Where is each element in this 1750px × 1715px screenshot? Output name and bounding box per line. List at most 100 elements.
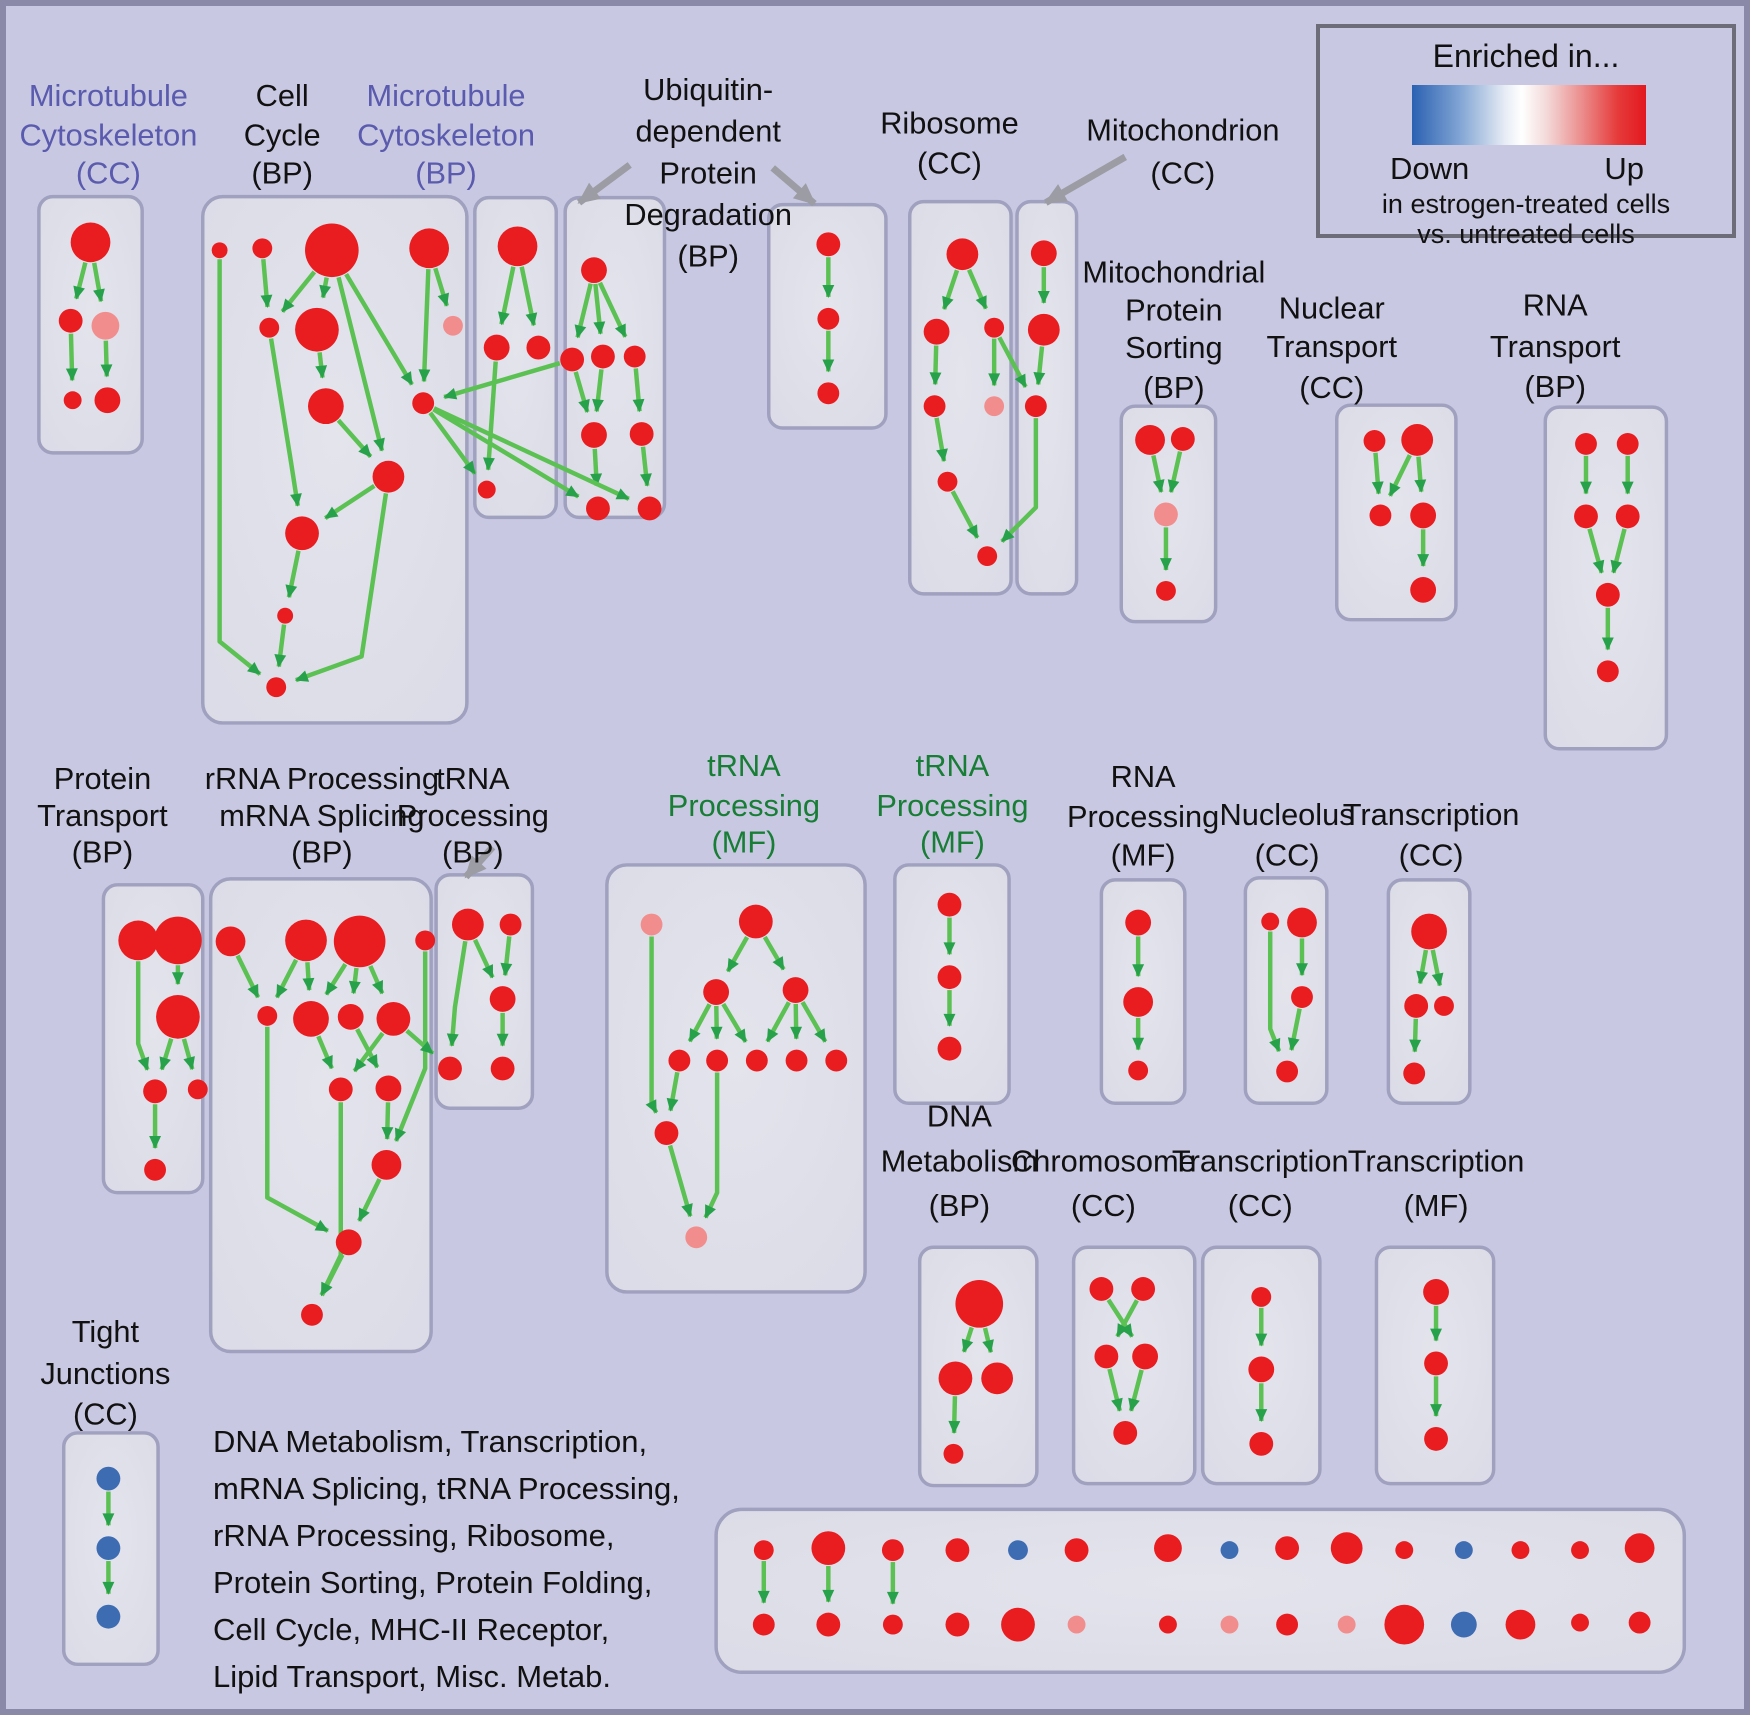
edge-arrow <box>721 1002 748 1043</box>
edge-arrow <box>1414 456 1427 493</box>
edge-arrow <box>1587 528 1605 574</box>
go-term-node <box>1505 1609 1536 1640</box>
group-label-transcription-mf: Transcription <box>1348 1143 1525 1178</box>
edge-arrow <box>294 493 389 683</box>
edge-arrow <box>762 935 786 971</box>
go-term-node <box>881 1539 904 1562</box>
go-term-node <box>1291 986 1313 1008</box>
edge-arrow <box>1267 931 1282 1053</box>
group-label-trna-processing-bp: (BP) <box>442 835 504 870</box>
edge-arrow <box>687 1003 712 1043</box>
go-term-node <box>443 315 463 336</box>
go-term-node <box>668 1049 691 1072</box>
go-term-node <box>1628 1611 1651 1634</box>
go-term-node <box>937 1036 962 1061</box>
edge-arrow <box>997 336 1028 388</box>
go-term-node <box>415 930 436 951</box>
edge-arrow <box>432 407 580 499</box>
go-term-node <box>1403 1062 1426 1085</box>
group-label-chromosome-cc: Chromosome <box>1011 1143 1196 1178</box>
edge-arrow <box>1409 1018 1422 1053</box>
go-term-node <box>1424 1426 1448 1451</box>
go-term-node <box>490 1056 515 1081</box>
group-label-protein-transport-bp: (BP) <box>72 835 134 870</box>
go-term-node <box>301 1303 323 1326</box>
go-term-node <box>1454 1541 1473 1560</box>
edge-arrow <box>966 268 988 310</box>
group-label-trna-processing-mf-1: tRNA <box>707 748 781 783</box>
group-label-transcription-cc-row3: (CC) <box>1228 1188 1293 1223</box>
go-term-node <box>825 1049 848 1072</box>
go-term-node <box>984 317 1005 338</box>
go-term-node <box>70 222 111 263</box>
group-label-dna-metabolism-bp: (BP) <box>929 1188 991 1223</box>
go-term-node <box>817 382 840 405</box>
edge-arrow <box>1167 451 1183 494</box>
go-term-node <box>489 986 516 1012</box>
go-term-node <box>277 607 294 624</box>
go-term-node <box>938 1361 973 1396</box>
edge-arrow <box>344 272 414 386</box>
group-label-transcription-cc-row2: (CC) <box>1399 838 1464 873</box>
edge-arrow <box>428 411 477 475</box>
go-term-node <box>1008 1540 1028 1561</box>
edge-arrow <box>159 1038 174 1071</box>
group-label-mitochondrial-protein-sorting-bp: (BP) <box>1143 370 1205 405</box>
edge-arrow <box>357 1178 382 1222</box>
edge-arrow <box>302 962 315 992</box>
go-term-node <box>1123 987 1154 1017</box>
group-box-rrna-processing-mrna-splicing-bp <box>208 877 433 1354</box>
go-term-node <box>1574 504 1598 529</box>
group-label-tight-junctions-cc: Junctions <box>40 1356 170 1391</box>
edge-arrow <box>265 1026 329 1233</box>
go-term-node <box>945 1538 970 1563</box>
misc-text-line: mRNA Splicing, tRNA Processing, <box>213 1471 680 1506</box>
go-term-node <box>629 422 654 446</box>
group-label-trna-processing-bp: Processing <box>397 798 549 833</box>
edge-arrow <box>324 484 376 520</box>
group-label-tight-junctions-cc: Tight <box>72 1314 140 1349</box>
go-term-node <box>581 257 607 284</box>
edge-arrow <box>666 1071 680 1112</box>
group-label-ubiquitin-dependent-protein-degradation-bp: (BP) <box>677 239 739 274</box>
group-label-nuclear-transport-cc: (CC) <box>1299 370 1364 405</box>
group-label-rna-processing-mf: RNA <box>1111 759 1176 794</box>
edge-arrow <box>1033 346 1046 386</box>
go-term-node <box>1249 1431 1274 1456</box>
go-term-node <box>943 1443 964 1464</box>
group-label-rna-processing-mf: Processing <box>1067 799 1219 834</box>
edge-arrow <box>433 406 630 501</box>
go-term-node <box>412 392 435 415</box>
go-term-node <box>1410 576 1437 603</box>
edge-arrow <box>319 277 332 299</box>
go-term-node <box>1595 582 1620 607</box>
edge-arrow <box>280 270 317 313</box>
go-term-node <box>438 1056 462 1081</box>
label-pointer-arrow <box>770 165 817 207</box>
edge-arrow <box>181 1038 195 1071</box>
go-term-node <box>1128 1060 1149 1081</box>
group-label-dna-metabolism-bp: DNA <box>927 1099 992 1134</box>
edge-arrow <box>800 1000 828 1043</box>
group-label-trna-processing-mf-2: (MF) <box>920 825 985 860</box>
edge-arrow <box>1371 452 1384 495</box>
go-term-node <box>144 1158 166 1181</box>
edge-arrow <box>950 490 980 539</box>
group-label-cell-cycle-bp: Cycle <box>244 118 321 153</box>
edge-arrow <box>632 368 645 413</box>
edge-arrow <box>592 369 604 413</box>
go-term-node <box>654 1121 679 1145</box>
edge-arrow <box>593 283 606 335</box>
group-box-chromosome-cc <box>1071 1245 1197 1486</box>
group-label-ubiquitin-dependent-protein-degradation-bp: Protein <box>659 155 756 190</box>
go-term-node <box>58 308 83 333</box>
go-term-node <box>591 344 615 369</box>
edge-arrow <box>217 259 262 676</box>
group-label-microtubule-cytoskeleton-bp: Microtubule <box>367 78 526 113</box>
edge-arrow <box>319 1102 343 1297</box>
go-term-node <box>1067 1615 1086 1634</box>
go-term-node <box>333 915 386 968</box>
edge-arrow <box>418 269 431 383</box>
go-term-node <box>337 1003 364 1030</box>
go-term-node <box>1571 1613 1589 1632</box>
